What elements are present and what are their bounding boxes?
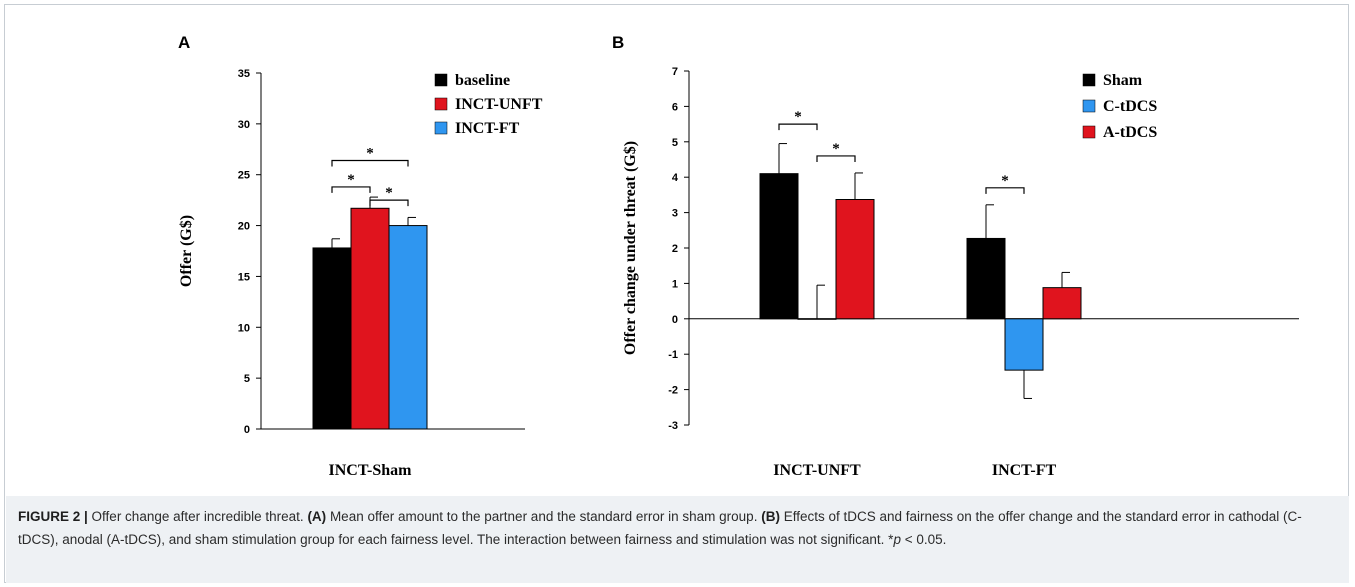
chart-panel-a: 0 5 10 15 20 25 30 35 Offer (G$) INCT-Sham * * * base… (178, 68, 543, 479)
y-tick-label: 0 (672, 314, 678, 326)
y-tick-label: 15 (238, 271, 250, 283)
bar-baseline (312, 247, 352, 430)
y-tick-label: 3 (672, 208, 678, 220)
y-tick-label: -1 (668, 349, 678, 361)
caption-b-label: (B) (761, 509, 780, 524)
significance-bracket (985, 187, 1025, 194)
legend-label: Sham (1103, 72, 1143, 89)
figure-caption: FIGURE 2 | Offer change after incredible… (18, 505, 1338, 551)
bar-a-tdcs (1042, 287, 1082, 320)
caption-a-text: Mean offer amount to the partner and the… (326, 509, 762, 524)
y-tick-label: 6 (672, 101, 678, 113)
bar-sham (759, 173, 799, 320)
significance-bracket (331, 186, 371, 193)
figure-caption-band: FIGURE 2 | Offer change after incredible… (6, 496, 1349, 583)
significance-star: * (385, 185, 393, 201)
y-tick-label: 5 (244, 373, 250, 385)
y-tick-label: 1 (672, 278, 678, 290)
significance-bracket (778, 123, 818, 131)
significance-star: * (794, 109, 802, 125)
caption-p-text: < 0.05. (900, 532, 947, 547)
legend-swatch (434, 97, 448, 111)
significance-star: * (832, 141, 840, 157)
legend-swatch (1082, 125, 1096, 139)
caption-b-text: Effects of tDCS and fairness on the offe… (18, 509, 1302, 547)
legend-label: INCT-FT (455, 120, 520, 137)
significance-bracket (816, 155, 856, 162)
y-axis-label: Offer (G$) (178, 215, 195, 287)
x-category-label: INCT-Sham (329, 462, 413, 479)
significance-star: * (1001, 173, 1009, 189)
y-tick-label: 5 (672, 137, 678, 149)
y-tick-label: 30 (238, 119, 250, 131)
caption-p-symbol: p (893, 532, 901, 547)
legend-label: INCT-UNFT (455, 96, 543, 113)
y-tick-label: 0 (244, 424, 250, 436)
legend-label: baseline (455, 72, 510, 89)
y-tick-label: 4 (672, 172, 679, 184)
significance-bracket (331, 159, 409, 167)
y-axis-label: Offer change under threat (G$) (622, 141, 639, 355)
bar-inct-unft (350, 207, 390, 430)
y-tick-label: 2 (672, 243, 678, 255)
chart-panel-b: -3 -2 -1 0 1 2 3 4 5 6 7 Offer change under threat … (622, 66, 1299, 479)
legend-swatch (434, 73, 448, 87)
caption-figure-label: FIGURE 2 | (18, 509, 88, 524)
legend-swatch (434, 121, 448, 135)
x-category-label: INCT-FT (992, 462, 1057, 479)
y-tick-label: 10 (238, 322, 250, 334)
panel-b-label: B (612, 33, 625, 52)
x-category-label: INCT-UNFT (773, 462, 861, 479)
legend-swatch (1082, 99, 1096, 113)
significance-bracket (369, 199, 409, 207)
y-tick-label: 20 (238, 221, 250, 233)
legend-label: A-tDCS (1103, 124, 1157, 141)
significance-star: * (347, 172, 355, 188)
significance-star: * (366, 145, 374, 161)
bar-a-tdcs (835, 199, 875, 320)
bar-sham (966, 237, 1006, 320)
y-tick-label: 35 (238, 68, 250, 80)
legend-swatch (1082, 73, 1096, 87)
bar-c-tdcs (1004, 318, 1044, 371)
y-tick-label: 7 (672, 66, 678, 78)
panel-a-label: A (178, 33, 191, 52)
caption-a-label: (A) (307, 509, 327, 524)
y-tick-label: -3 (668, 420, 678, 432)
bar-c-tdcs (797, 318, 837, 320)
y-tick-label: -2 (668, 385, 678, 397)
figure-container: A B 0 5 10 15 20 25 30 35 Offer (G$) INCT-Sham * * *… (4, 4, 1349, 583)
caption-lead: Offer change after incredible threat. (87, 509, 308, 524)
y-tick-label: 25 (238, 170, 250, 182)
legend-label: C-tDCS (1103, 98, 1157, 115)
bar-inct-ft (388, 225, 428, 430)
